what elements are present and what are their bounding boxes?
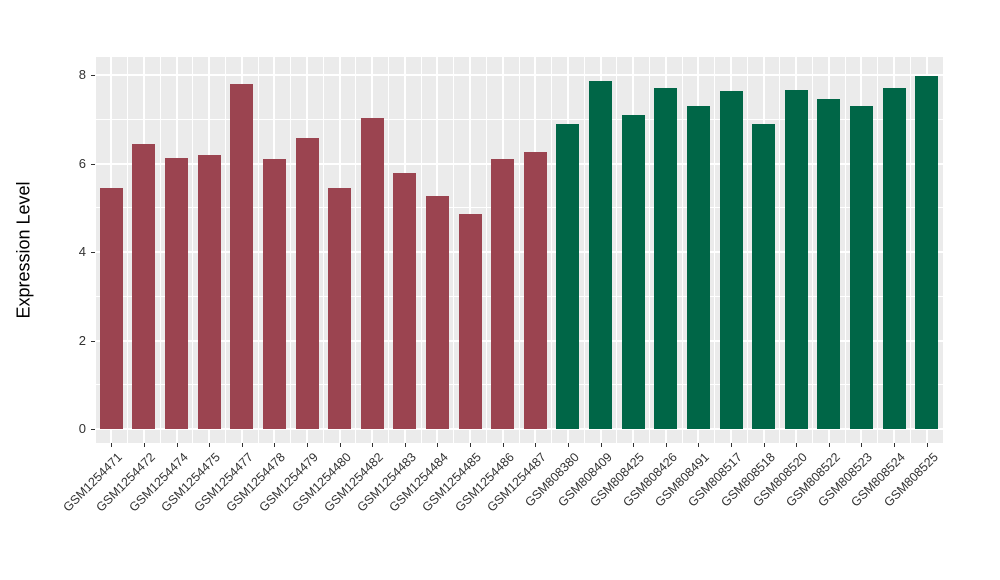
bar-GSM1254485 [458, 213, 482, 429]
x-tick-mark [796, 443, 798, 447]
y-tick-mark [91, 252, 95, 253]
y-tick-label: 2 [78, 332, 86, 348]
x-tick-mark [111, 443, 113, 447]
x-tick-mark [274, 443, 276, 447]
x-tick-mark [633, 443, 635, 447]
y-tick-mark [91, 75, 95, 76]
gridline-minor-vertical [909, 57, 911, 443]
gridline-minor-vertical [420, 57, 422, 443]
gridline-minor-vertical [388, 57, 390, 443]
x-tick-mark [176, 443, 178, 447]
bar-GSM1254478 [262, 159, 286, 429]
bar-GSM1254480 [328, 188, 352, 429]
x-tick-mark [143, 443, 145, 447]
gridline-minor-vertical [812, 57, 814, 443]
bar-GSM808524 [882, 87, 906, 429]
x-tick-mark [307, 443, 308, 447]
x-tick-mark [731, 443, 732, 447]
gridline-minor-vertical [779, 57, 781, 443]
x-tick-mark [535, 443, 537, 447]
bar-GSM1254487 [523, 152, 547, 429]
bar-GSM1254482 [360, 117, 384, 429]
bar-GSM808380 [556, 123, 580, 429]
bar-GSM808523 [849, 106, 873, 429]
gridline-minor-vertical [224, 57, 226, 443]
gridline-minor-vertical [322, 57, 324, 443]
x-tick-mark [470, 443, 472, 447]
gridline-minor-vertical [453, 57, 455, 443]
gridline-minor-vertical [714, 57, 716, 443]
gridline-minor-vertical [290, 57, 292, 443]
gridline-minor-vertical [127, 57, 129, 443]
y-tick-label: 0 [78, 421, 86, 436]
bar-GSM1254486 [491, 159, 515, 429]
gridline-minor-vertical [877, 57, 879, 443]
x-tick-mark [437, 443, 439, 447]
x-tick-mark [828, 443, 830, 447]
gridline-minor-vertical [746, 57, 748, 443]
x-tick-mark [372, 443, 374, 447]
gridline-minor-vertical [192, 57, 194, 443]
gridline-minor-vertical [583, 57, 585, 443]
bar-GSM808426 [654, 87, 678, 429]
x-tick-mark [567, 443, 569, 447]
plot-panel [94, 57, 944, 443]
gridline-minor-vertical [159, 57, 161, 443]
bar-GSM1254479 [295, 137, 319, 429]
y-tick-mark [91, 340, 95, 342]
y-tick-label: 6 [78, 155, 86, 171]
gridline-minor-vertical [681, 57, 683, 443]
bar-GSM808409 [589, 80, 613, 429]
bar-GSM1254475 [197, 154, 221, 429]
gridline-minor-vertical [518, 57, 520, 443]
bar-GSM808522 [817, 98, 841, 429]
x-tick-mark [209, 443, 211, 447]
bar-GSM1254477 [230, 83, 254, 429]
x-tick-mark [404, 443, 406, 447]
x-tick-mark [241, 443, 243, 447]
bar-GSM1254483 [393, 172, 417, 429]
y-tick-label: 8 [78, 67, 86, 82]
bar-GSM808517 [719, 91, 743, 429]
x-tick-mark [600, 443, 602, 447]
gridline-minor-vertical [648, 57, 650, 443]
gridline-minor-vertical [844, 57, 846, 443]
y-tick-label: 4 [78, 244, 86, 259]
gridline-minor-vertical [616, 57, 618, 443]
y-tick-mark [91, 163, 95, 165]
bar-GSM808491 [686, 105, 710, 429]
gridline-minor-vertical [485, 57, 487, 443]
bar-GSM808520 [784, 90, 808, 429]
bar-GSM1254474 [165, 157, 189, 429]
y-tick-mark [91, 429, 95, 430]
gridline-minor-vertical [355, 57, 357, 443]
bar-GSM808425 [621, 114, 645, 429]
x-tick-mark [894, 443, 896, 447]
gridline-minor-vertical [942, 57, 944, 443]
x-tick-mark [861, 443, 863, 447]
x-tick-mark [926, 443, 928, 447]
x-tick-mark [665, 443, 667, 447]
gridline-minor-vertical [551, 57, 553, 443]
bar-GSM1254472 [132, 144, 156, 429]
x-tick-mark [763, 443, 765, 447]
bar-GSM1254471 [99, 187, 123, 429]
bar-GSM1254484 [425, 196, 449, 429]
x-tick-mark [339, 443, 341, 447]
gridline-minor-vertical [94, 57, 96, 443]
x-tick-mark [502, 443, 504, 447]
gridline-minor-vertical [257, 57, 259, 443]
x-tick-mark [698, 443, 700, 447]
bar-GSM808518 [752, 123, 776, 429]
bar-GSM808525 [915, 75, 939, 429]
